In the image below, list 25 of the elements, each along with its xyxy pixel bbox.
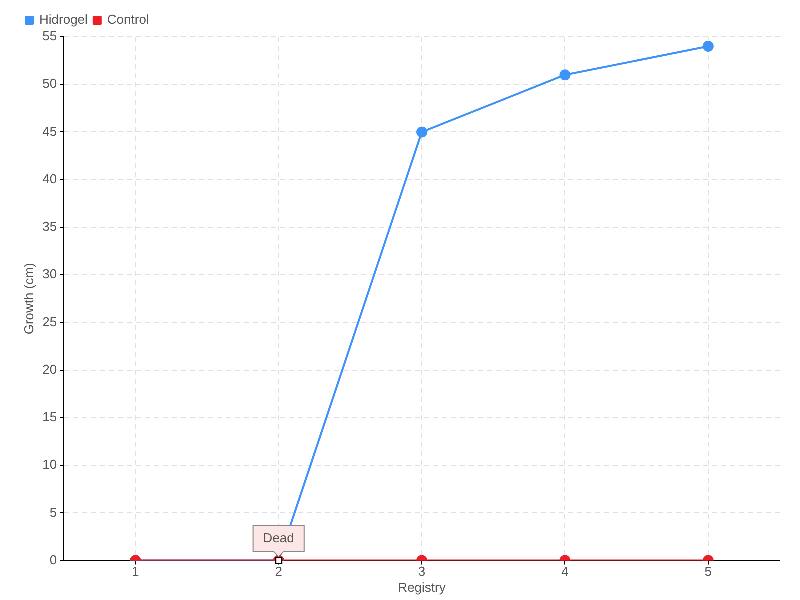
y-tick-label: 25 bbox=[42, 314, 58, 330]
y-tick-label: 50 bbox=[42, 76, 58, 92]
y-tick-label: 15 bbox=[42, 410, 58, 425]
point bbox=[416, 126, 428, 138]
legend-label: Hidrogel bbox=[40, 12, 88, 28]
x-tick-label: 4 bbox=[562, 564, 569, 580]
x-axis-title: Registry bbox=[398, 580, 446, 595]
point bbox=[560, 70, 571, 81]
y-tick-label: 40 bbox=[42, 171, 58, 186]
y-tick-label: 5 bbox=[50, 504, 58, 520]
y-tick-label: 30 bbox=[42, 266, 58, 282]
legend-label: Control bbox=[107, 12, 150, 28]
annotation: Dead bbox=[263, 530, 294, 546]
y-axis-title: Growth (cm) bbox=[21, 263, 36, 335]
y-tick-label: 0 bbox=[50, 552, 58, 568]
x-tick-label: 1 bbox=[132, 564, 140, 580]
y-tick-label: 10 bbox=[42, 457, 58, 472]
x-tick-label: 3 bbox=[418, 564, 426, 580]
y-tick-label: 35 bbox=[42, 219, 58, 234]
point bbox=[702, 41, 714, 52]
y-tick-label: 45 bbox=[42, 124, 58, 139]
y-tick-label: 20 bbox=[42, 362, 58, 377]
y-tick-label: 55 bbox=[42, 28, 58, 44]
x-tick-label: 5 bbox=[704, 564, 712, 580]
x-tick-label: 2 bbox=[275, 564, 282, 580]
